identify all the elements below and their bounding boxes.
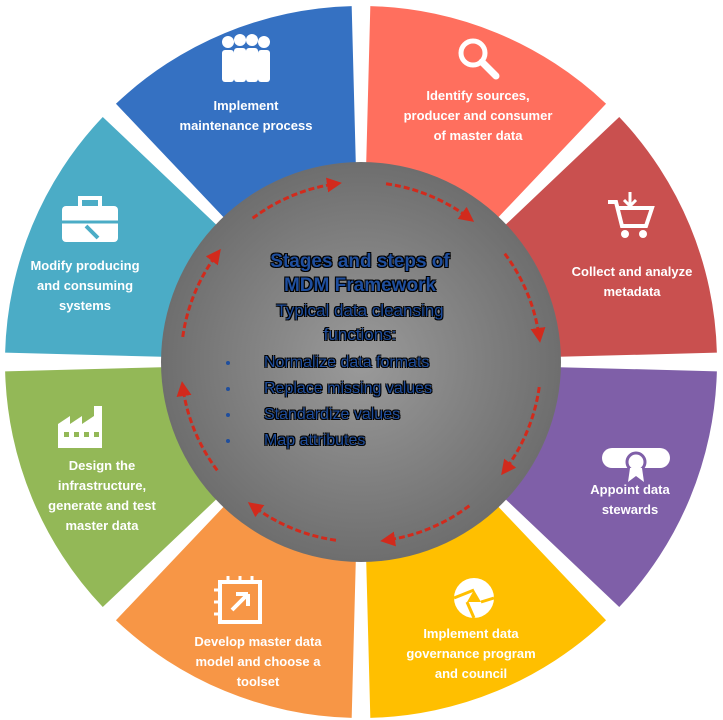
cycle-arrow <box>385 182 475 222</box>
cycle-arrow <box>501 386 541 476</box>
shopping-cart-icon <box>608 192 655 238</box>
bullet-icon <box>226 387 230 391</box>
cycle-arrow <box>251 177 342 220</box>
center-subtitle-line1: Typical data cleansing <box>276 301 444 320</box>
cycle-arrow <box>176 381 219 472</box>
list-item: Replace missing values <box>200 376 520 402</box>
center-text-block: Stages and steps of MDM Framework Typica… <box>200 250 520 454</box>
cycle-arrow <box>181 248 221 338</box>
cleansing-function-list: Normalize data formats Replace missing v… <box>200 350 520 454</box>
center-title-line1: Stages and steps of <box>270 251 450 272</box>
list-item: Standardize values <box>200 402 520 428</box>
chip-icon <box>214 576 262 624</box>
center-title-line2: MDM Framework <box>283 275 437 296</box>
diploma-icon <box>602 448 670 482</box>
cycle-arrow <box>503 252 546 343</box>
aperture-icon <box>453 578 495 619</box>
bullet-icon <box>226 413 230 417</box>
inner-circle <box>161 162 561 562</box>
segment-label-design-infrastructure: Design the infrastructure, generate and … <box>48 458 156 533</box>
segment-label-governance-program: Implement data governance program and co… <box>406 626 536 681</box>
list-item: Map attributes <box>200 428 520 454</box>
cycle-arrow <box>247 502 337 542</box>
bullet-icon <box>226 439 230 443</box>
segment-label-identify-sources: Identify sources, producer and consumer … <box>403 88 553 143</box>
segment-label-modify-systems: Modify producing and consuming systems <box>30 258 140 313</box>
segment-label-master-data-model: Develop master data model and choose a t… <box>194 634 322 689</box>
toolbox-icon <box>62 196 118 242</box>
bullet-icon <box>226 361 230 365</box>
center-subtitle-line2: functions: <box>323 325 397 344</box>
list-item: Normalize data formats <box>200 350 520 376</box>
people-icon <box>222 34 270 82</box>
magnifier-icon <box>458 38 500 80</box>
cycle-arrow <box>380 504 471 547</box>
factory-icon <box>58 406 102 448</box>
segment-label-maintenance-process: Implement maintenance process <box>179 98 313 133</box>
segment-label-appoint-stewards: Appoint data stewards <box>590 482 670 517</box>
segment-label-collect-metadata: Collect and analyze metadata <box>571 264 693 299</box>
